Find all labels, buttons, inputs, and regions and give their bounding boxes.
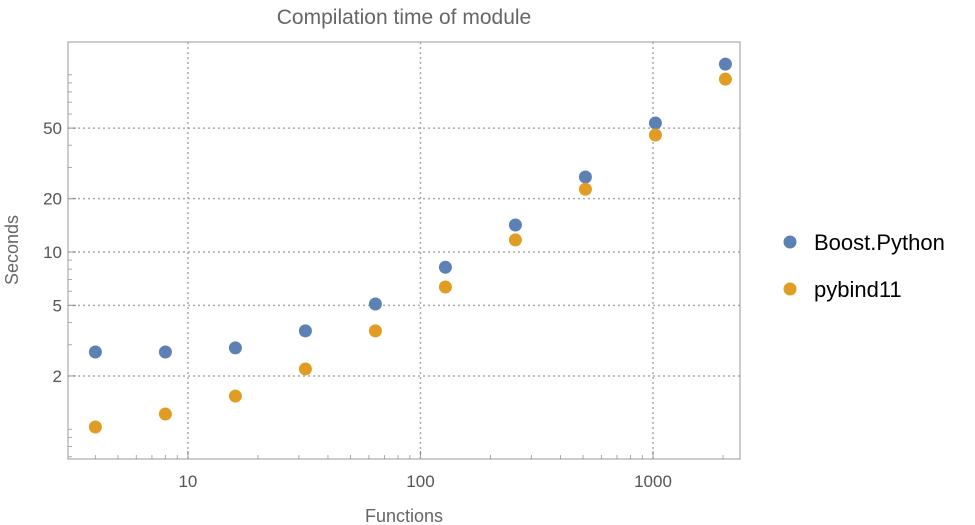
- y-tick-label: 5: [53, 296, 62, 315]
- data-point-boost-python: [648, 116, 662, 130]
- data-point-boost-python: [508, 218, 522, 232]
- data-point-boost-python: [368, 297, 382, 311]
- data-point-pybind11: [718, 72, 732, 86]
- x-tick-label: 100: [406, 472, 434, 491]
- plot-frame: [67, 41, 741, 460]
- chart-title: Compilation time of module: [277, 6, 531, 29]
- data-point-boost-python: [718, 57, 732, 71]
- data-point-pybind11: [368, 324, 382, 338]
- x-axis-label: Functions: [365, 506, 443, 525]
- y-tick-label: 2: [53, 367, 62, 386]
- data-point-pybind11: [578, 182, 592, 196]
- data-point-boost-python: [438, 260, 452, 274]
- y-tick-label: 20: [43, 190, 62, 209]
- data-point-pybind11: [438, 280, 452, 294]
- y-axis-label: Seconds: [2, 215, 22, 285]
- legend-marker: [783, 235, 797, 249]
- x-tick-label: 1000: [634, 472, 672, 491]
- data-point-boost-python: [158, 345, 172, 359]
- data-point-boost-python: [298, 324, 312, 338]
- data-point-boost-python: [578, 170, 592, 184]
- y-tick-label: 10: [43, 243, 62, 262]
- data-point-pybind11: [508, 233, 522, 247]
- data-point-boost-python: [228, 341, 242, 355]
- data-point-boost-python: [88, 345, 102, 359]
- data-point-pybind11: [298, 362, 312, 376]
- legend-label: pybind11: [814, 277, 902, 302]
- y-tick-label: 50: [43, 119, 62, 138]
- data-point-pybind11: [648, 128, 662, 142]
- data-point-pybind11: [158, 407, 172, 421]
- legend-marker: [783, 282, 797, 296]
- x-tick-label: 10: [178, 472, 197, 491]
- data-point-pybind11: [228, 389, 242, 403]
- data-point-pybind11: [88, 420, 102, 434]
- legend-label: Boost.Python: [814, 230, 945, 255]
